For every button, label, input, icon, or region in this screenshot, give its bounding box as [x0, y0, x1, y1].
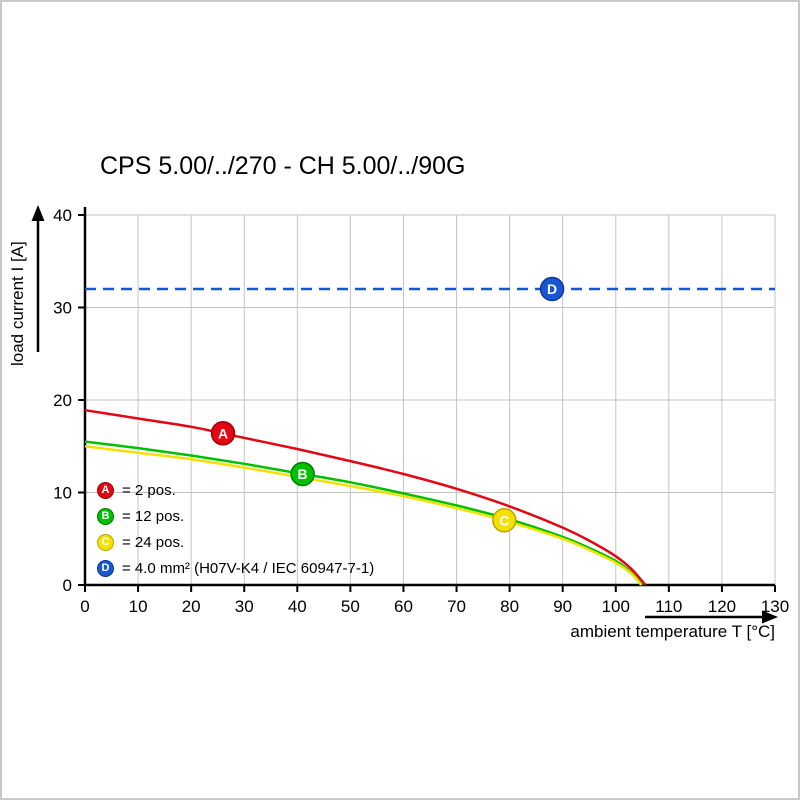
legend-label-a: = 2 pos.: [122, 481, 176, 499]
legend-item-c: C = 24 pos.: [97, 529, 374, 555]
x-axis-label: ambient temperature T [°C]: [570, 622, 775, 641]
x-tick-label: 0: [80, 597, 89, 616]
x-tick-label: 130: [761, 597, 789, 616]
series-marker-letter-d: D: [547, 281, 557, 297]
y-tick-label: 40: [53, 206, 72, 225]
legend-badge-d: D: [97, 559, 114, 577]
legend-label-b: = 12 pos.: [122, 507, 185, 525]
legend-label-d: = 4.0 mm² (H07V-K4 / IEC 60947-7-1): [122, 559, 375, 577]
x-tick-label: 60: [394, 597, 413, 616]
series-curve-b: [84, 440, 644, 586]
x-tick-label: 120: [708, 597, 736, 616]
x-tick-label: 90: [553, 597, 572, 616]
legend-item-d: D = 4.0 mm² (H07V-K4 / IEC 60947-7-1): [97, 555, 374, 581]
x-tick-label: 50: [341, 597, 360, 616]
legend-badge-c: C: [97, 533, 114, 551]
x-tick-label: 70: [447, 597, 466, 616]
x-tick-label: 30: [235, 597, 254, 616]
x-tick-label: 20: [182, 597, 201, 616]
series-curve-a: [84, 408, 647, 586]
series-marker-a: [210, 421, 236, 446]
legend-item-b: B = 12 pos.: [97, 503, 374, 529]
y-axis-label: load current I [A]: [8, 241, 27, 366]
legend-badge-a: A: [97, 481, 114, 499]
legend-label-c: = 24 pos.: [122, 533, 185, 551]
y-tick-label: 0: [63, 576, 72, 595]
y-tick-label: 10: [53, 484, 72, 503]
x-tick-label: 10: [129, 597, 148, 616]
series-marker-d: [539, 276, 565, 302]
series-marker-b: [290, 461, 315, 487]
y-tick-label: 30: [53, 299, 72, 318]
x-tick-label: 80: [500, 597, 519, 616]
series-marker-letter-c: C: [499, 512, 509, 528]
legend: A = 2 pos. B = 12 pos. C = 24 pos. D = 4…: [97, 477, 374, 581]
series-marker-letter-a: A: [218, 425, 228, 441]
x-axis-arrow-head: [762, 610, 778, 624]
series-curve-c: [84, 445, 643, 586]
chart-title: CPS 5.00/../270 - CH 5.00/../90G: [100, 152, 466, 180]
y-axis-arrow-head: [31, 205, 45, 221]
series-marker-letter-b: B: [298, 466, 308, 482]
legend-badge-b: B: [97, 507, 114, 525]
x-tick-label: 110: [655, 597, 682, 616]
x-tick-label: 100: [602, 597, 630, 616]
y-tick-label: 20: [53, 391, 72, 410]
legend-item-a: A = 2 pos.: [97, 477, 374, 503]
x-tick-label: 40: [288, 597, 307, 616]
series-marker-c: [492, 508, 517, 533]
